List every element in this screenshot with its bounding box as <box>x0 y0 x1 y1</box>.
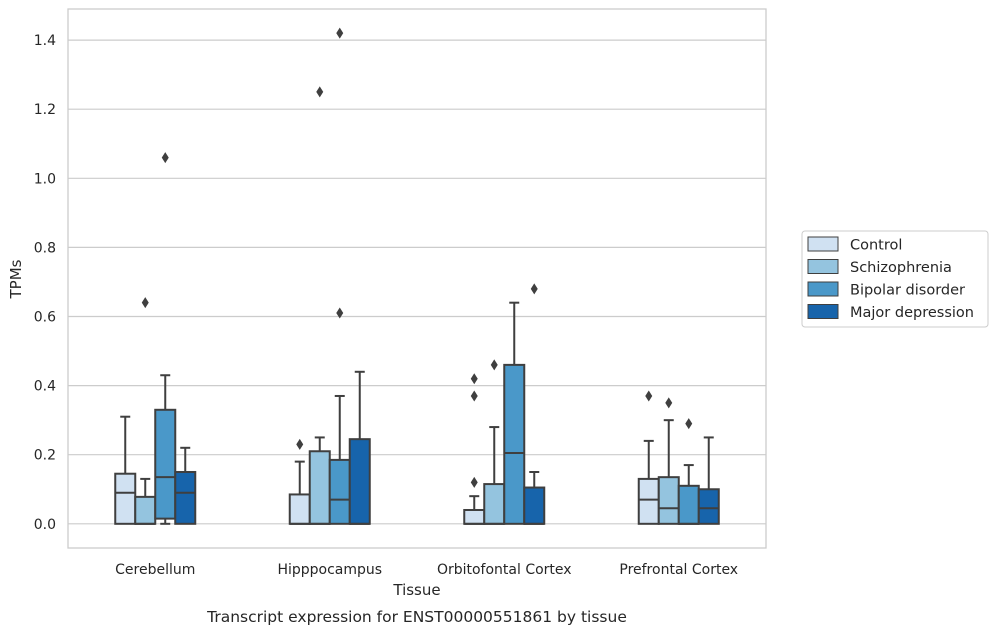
legend-swatch <box>807 281 839 297</box>
chart-caption: Transcript expression for ENST0000055186… <box>206 608 627 626</box>
outlier-point <box>296 438 304 450</box>
box-body <box>677 484 700 525</box>
box-body <box>154 408 177 520</box>
box <box>308 86 331 525</box>
box-body <box>134 495 157 525</box>
box-body <box>503 363 526 525</box>
box <box>637 390 660 525</box>
box <box>697 436 720 525</box>
y-tick-label: 0.0 <box>34 517 56 533</box>
x-tick-label: Hipppocampus <box>277 562 382 578</box>
y-tick-label: 0.8 <box>34 240 56 256</box>
legend-label: Major depression <box>850 305 974 321</box>
box <box>463 373 486 525</box>
y-tick-label: 1.4 <box>34 33 56 49</box>
box <box>523 283 546 525</box>
box-body <box>288 493 311 525</box>
box-body <box>328 458 351 525</box>
outlier-point <box>645 390 653 402</box>
x-axis-label: Tissue <box>392 581 440 599</box>
legend-frame <box>801 230 989 328</box>
box <box>154 152 177 525</box>
box-body <box>174 470 197 525</box>
box <box>288 438 311 525</box>
box <box>483 359 506 525</box>
legend-swatch <box>807 259 839 274</box>
outlier-point <box>336 27 344 39</box>
y-tick-label: 1.2 <box>34 102 56 118</box>
box-body <box>308 450 331 525</box>
legend: Control Schizophrenia Bipolar disorder Majo… <box>801 230 989 328</box>
box-body <box>637 477 660 525</box>
box <box>134 297 157 525</box>
box-body <box>114 472 137 525</box>
outlier-point <box>530 283 538 295</box>
box <box>328 27 351 525</box>
legend-label: Bipolar disorder <box>850 283 965 299</box>
outlier-point <box>336 307 344 319</box>
x-tick-label: Cerebellum <box>115 562 195 578</box>
box-body <box>657 476 680 525</box>
legend-label: Schizophrenia <box>850 260 952 276</box>
plot-frame <box>67 8 767 549</box>
y-axis-label: TPMs <box>7 259 25 299</box>
box <box>657 397 680 525</box>
box <box>174 446 197 525</box>
outlier-point <box>161 152 169 164</box>
box <box>114 415 137 525</box>
outlier-point <box>316 86 324 98</box>
x-tick-labels: Cerebellum Hipppocampus Orbitofontal Corte… <box>115 562 738 578</box>
outlier-point <box>141 297 149 309</box>
y-tick-label: 0.4 <box>34 379 56 395</box>
box-body <box>348 438 371 525</box>
box <box>677 418 700 525</box>
y-tick-label: 0.2 <box>34 448 56 464</box>
legend-label: Control <box>850 238 902 254</box>
y-tick-labels: 0.0 0.2 0.4 0.6 0.8 1.0 1.2 1.4 <box>34 33 56 533</box>
outlier-point <box>490 359 498 371</box>
y-tick-label: 0.6 <box>34 310 56 326</box>
y-tick-label: 1.0 <box>34 171 56 187</box>
box <box>348 370 371 525</box>
box-body <box>697 488 720 525</box>
box-groups <box>114 27 720 525</box>
box-body <box>483 483 506 525</box>
outlier-point <box>470 390 478 402</box>
outlier-point <box>470 373 478 385</box>
box <box>503 301 526 525</box>
legend-swatch <box>807 236 839 252</box>
outlier-point <box>665 397 673 409</box>
box-body <box>463 508 486 525</box>
box-body <box>523 486 546 525</box>
outlier-point <box>470 476 478 488</box>
legend-swatch <box>807 304 839 319</box>
x-tick-label: Orbitofontal Cortex <box>437 562 572 578</box>
x-tick-label: Prefrontal Cortex <box>619 562 738 578</box>
outlier-point <box>685 418 693 430</box>
